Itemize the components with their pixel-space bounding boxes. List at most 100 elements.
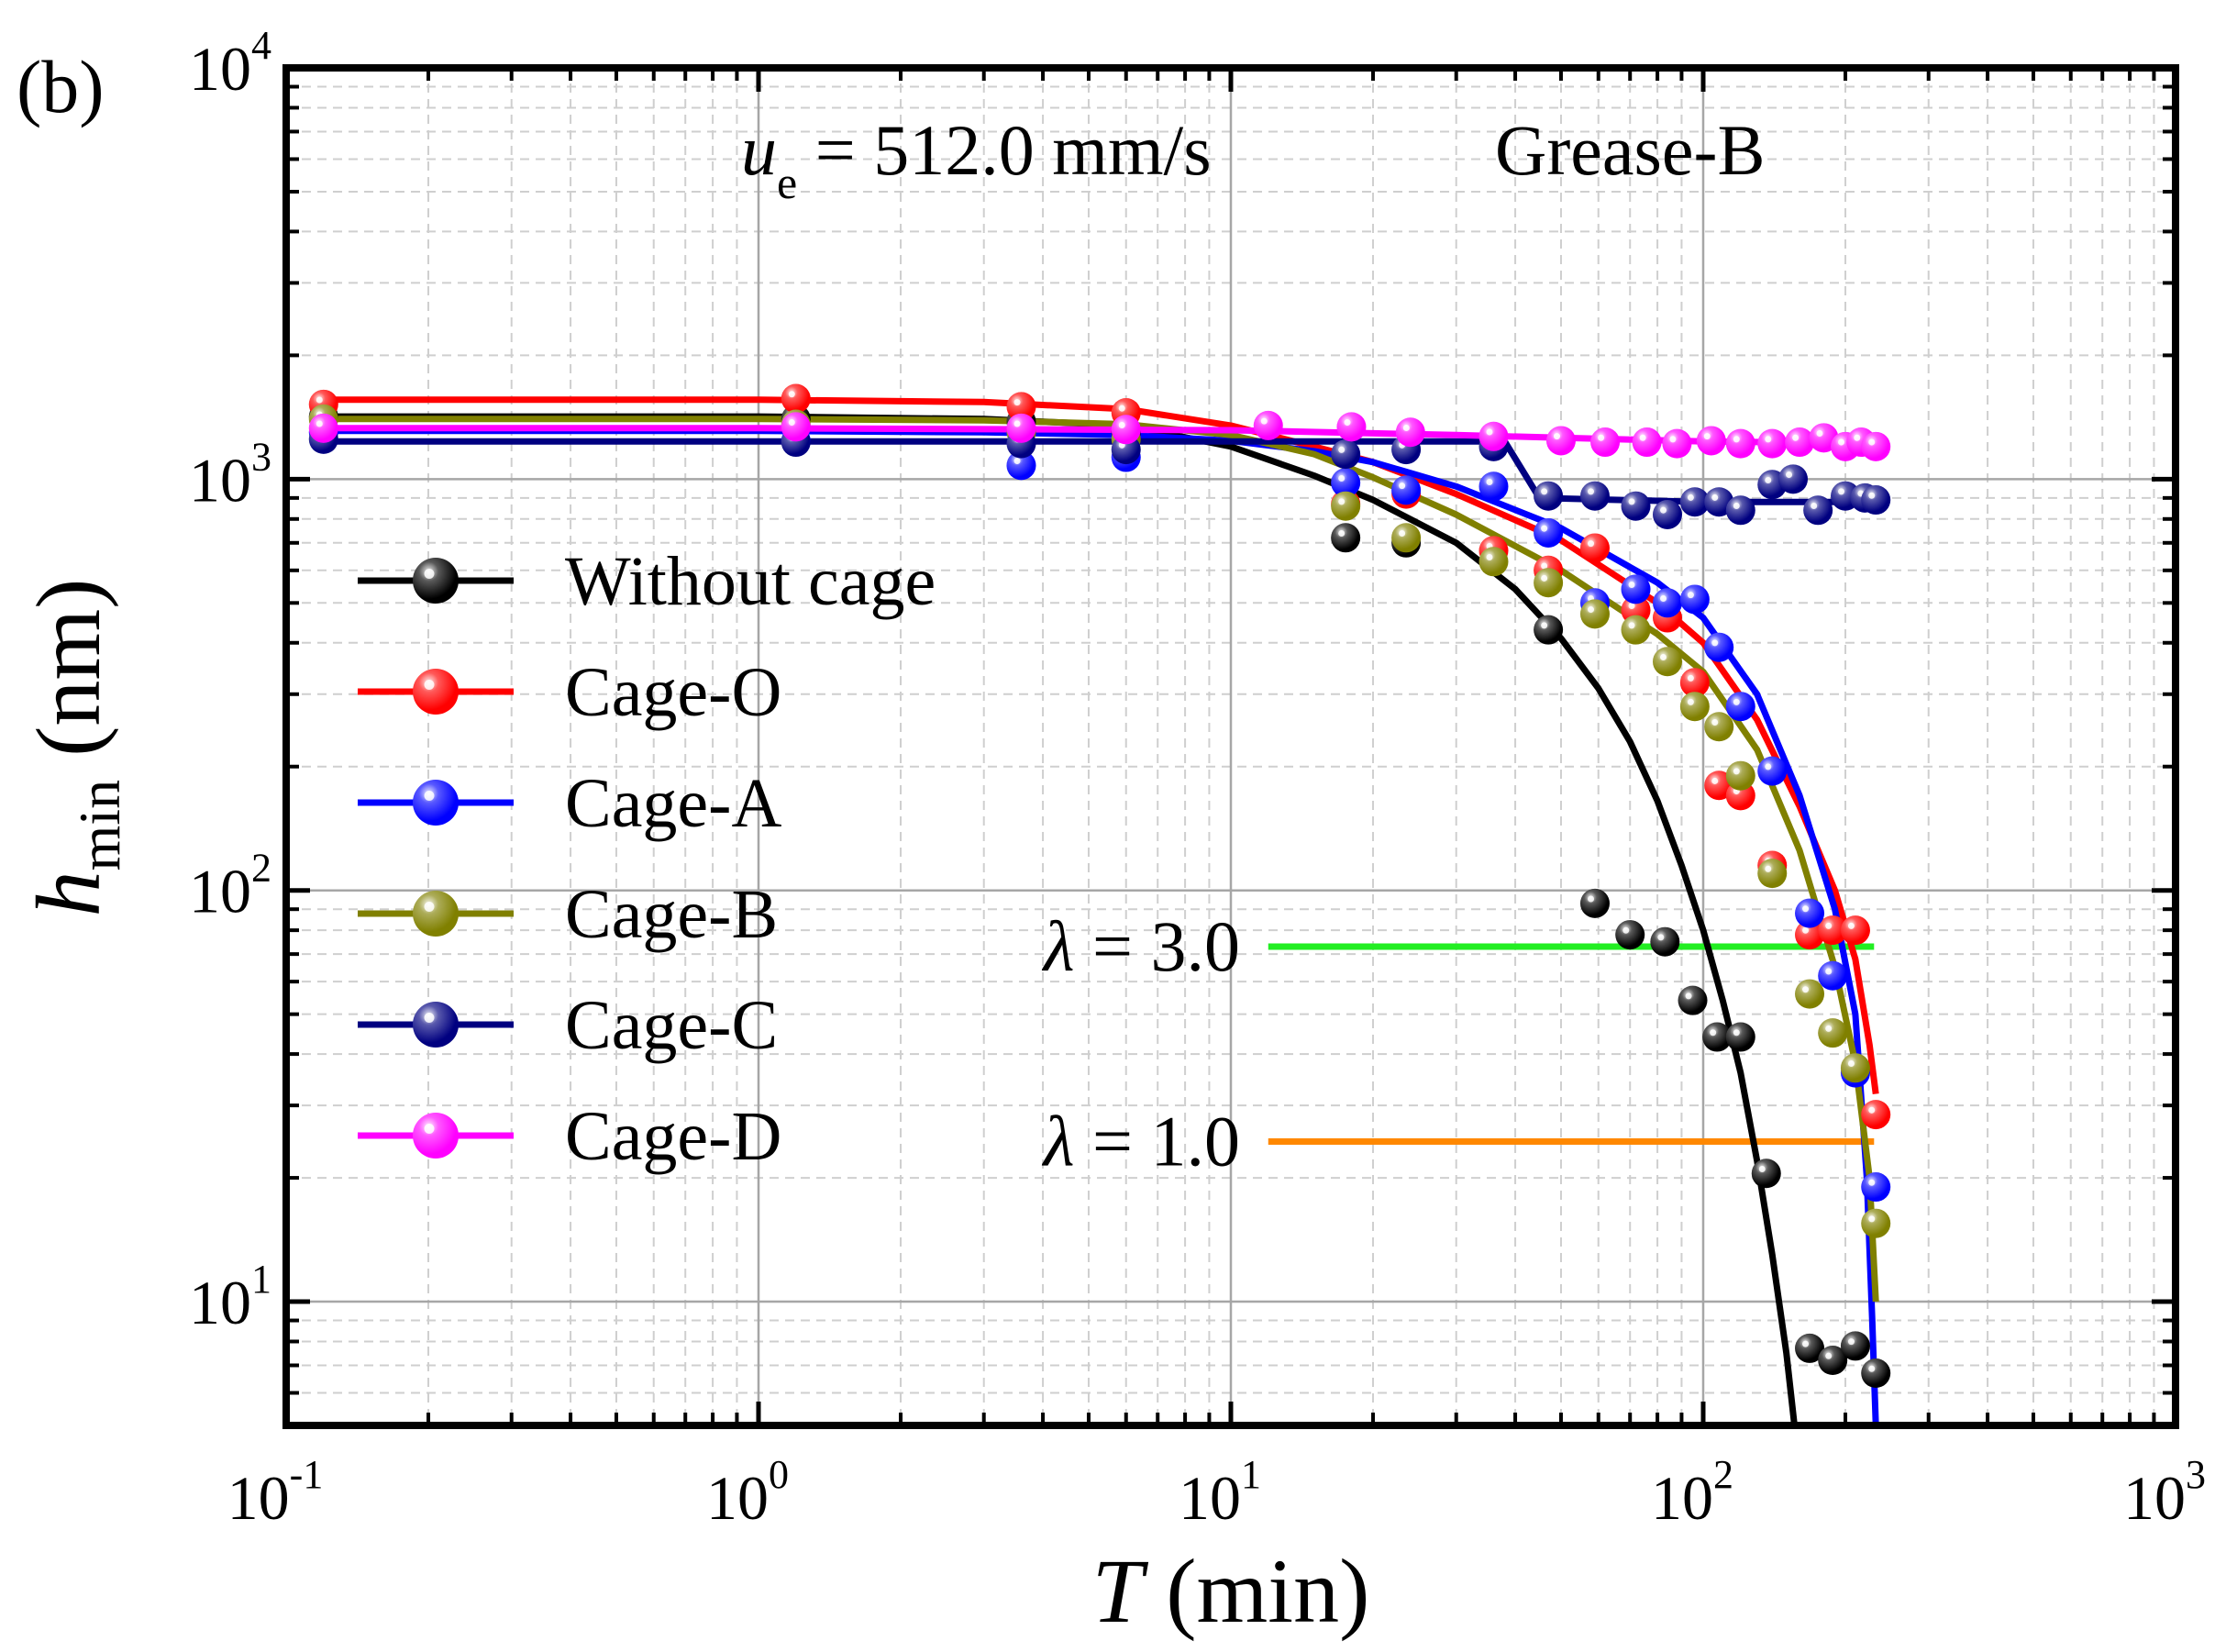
legend-label: Without cage — [565, 543, 936, 620]
ball-highlight — [1628, 602, 1635, 609]
ball-shine — [1621, 491, 1651, 521]
grease-annotation: Grease-B — [1495, 110, 1766, 190]
data-point-cage-c — [1534, 481, 1564, 511]
fit-curve-cage-o — [323, 396, 1879, 1095]
ball-shine — [1803, 495, 1833, 526]
ball-shine — [1478, 421, 1509, 451]
y-axis-var: h — [17, 870, 119, 916]
speed-text: = 512.0 mm/s — [797, 110, 1211, 190]
ball-highlight — [1802, 926, 1810, 934]
ball-highlight — [1553, 433, 1561, 440]
ball-shine — [1006, 450, 1036, 481]
legend-item-cage-d: Cage-D — [358, 1098, 781, 1175]
legend-item-cage-a: Cage-A — [358, 765, 781, 842]
ball-highlight — [1541, 562, 1548, 570]
ball-shine — [1861, 431, 1891, 461]
data-point-cage-o — [1818, 915, 1848, 946]
ball-shine — [1795, 1333, 1825, 1363]
ball-shine — [308, 413, 338, 443]
data-point-cage-d — [1545, 426, 1576, 456]
ball-shine — [1778, 464, 1809, 494]
data-point-cage-b — [1795, 979, 1825, 1009]
data-point-cage-c — [1803, 495, 1833, 526]
ball-shine — [1534, 568, 1564, 598]
ball-shine — [1579, 533, 1610, 563]
data-point-cage-d — [1395, 417, 1425, 448]
data-point-cage-d — [1336, 412, 1367, 442]
y-axis-unit: (nm) — [17, 579, 119, 780]
data-point-cage-a — [1757, 756, 1788, 786]
ball-highlight — [1733, 502, 1740, 510]
ball-highlight — [1660, 506, 1667, 514]
fit-curve-cage-a — [323, 427, 1879, 1425]
x-tick-label: 101 — [1179, 1452, 1261, 1533]
ball-highlight — [424, 791, 435, 801]
data-point-without-cage — [1751, 1159, 1781, 1189]
data-point-cage-c — [1679, 487, 1710, 517]
ball-shine — [1818, 915, 1848, 946]
data-point-cage-b — [1840, 1053, 1870, 1083]
ball-highlight — [1802, 1340, 1810, 1347]
ball-shine — [1395, 417, 1425, 448]
ball-highlight — [788, 419, 795, 427]
ball-shine — [1590, 427, 1621, 458]
ball-highlight — [1660, 594, 1667, 603]
lambda-1-value: = 1.0 — [1075, 1102, 1241, 1181]
data-point-cage-a — [1679, 584, 1710, 615]
ball-shine — [1534, 615, 1564, 645]
ball-shine — [1545, 426, 1576, 456]
ball-highlight — [1118, 421, 1125, 429]
legend: Without cage Cage-O Cage-A Cage-B Cage-C Cage… — [358, 543, 936, 1175]
ball-highlight — [1344, 419, 1351, 427]
data-point-cage-c — [1621, 491, 1651, 521]
ball-highlight — [1660, 653, 1667, 660]
ball-highlight — [1758, 1165, 1766, 1172]
ball-highlight — [1811, 502, 1818, 510]
ball-highlight — [1868, 438, 1876, 446]
ball-shine — [1331, 468, 1361, 498]
ball-shine — [1111, 415, 1141, 445]
legend-label: Cage-C — [565, 987, 778, 1064]
data-point-cage-a — [1861, 1172, 1891, 1203]
y-axis-sub: min — [67, 780, 132, 871]
data-point-cage-d — [1632, 427, 1662, 458]
ball-shine — [413, 780, 459, 826]
x-tick-label: 102 — [1651, 1452, 1733, 1533]
ball-highlight — [1486, 428, 1493, 436]
ball-highlight — [1541, 525, 1548, 532]
ball-highlight — [1687, 592, 1694, 599]
ball-shine — [1861, 485, 1891, 516]
data-point-cage-b — [1331, 491, 1361, 521]
legend-marker — [413, 780, 459, 826]
ball-highlight — [1792, 434, 1800, 441]
ball-highlight — [1825, 1025, 1833, 1032]
speed-annotation: ue = 512.0 mm/s — [741, 110, 1212, 208]
legend-label: Cage-B — [565, 876, 778, 953]
x-tick-label: 100 — [706, 1452, 789, 1533]
data-point-cage-a — [1653, 588, 1683, 618]
legend-marker — [413, 669, 459, 715]
ball-highlight — [1868, 1106, 1876, 1114]
panel-label: (b) — [17, 45, 105, 128]
ball-highlight — [1802, 905, 1810, 913]
ball-shine — [1662, 428, 1692, 459]
data-point-without-cage — [1725, 1022, 1755, 1052]
ball-shine — [1331, 491, 1361, 521]
data-point-cage-b — [1757, 859, 1788, 889]
ball-shine — [1679, 668, 1710, 698]
data-points — [308, 383, 1891, 1389]
ball-highlight — [1765, 436, 1772, 443]
ball-shine — [1785, 427, 1815, 458]
legend-label: Cage-O — [565, 654, 781, 731]
ball-highlight — [1802, 986, 1810, 993]
ball-highlight — [1013, 458, 1021, 465]
data-point-cage-d — [1785, 427, 1815, 458]
legend-label: Cage-D — [565, 1098, 781, 1175]
ball-highlight — [424, 1013, 435, 1023]
ball-highlight — [1541, 574, 1548, 582]
x-axis-var: T — [1092, 1540, 1149, 1642]
lambda-1-symbol: λ — [1042, 1102, 1075, 1181]
ball-highlight — [1711, 639, 1719, 647]
ball-highlight — [1868, 1215, 1876, 1223]
data-point-cage-a — [1795, 898, 1825, 928]
